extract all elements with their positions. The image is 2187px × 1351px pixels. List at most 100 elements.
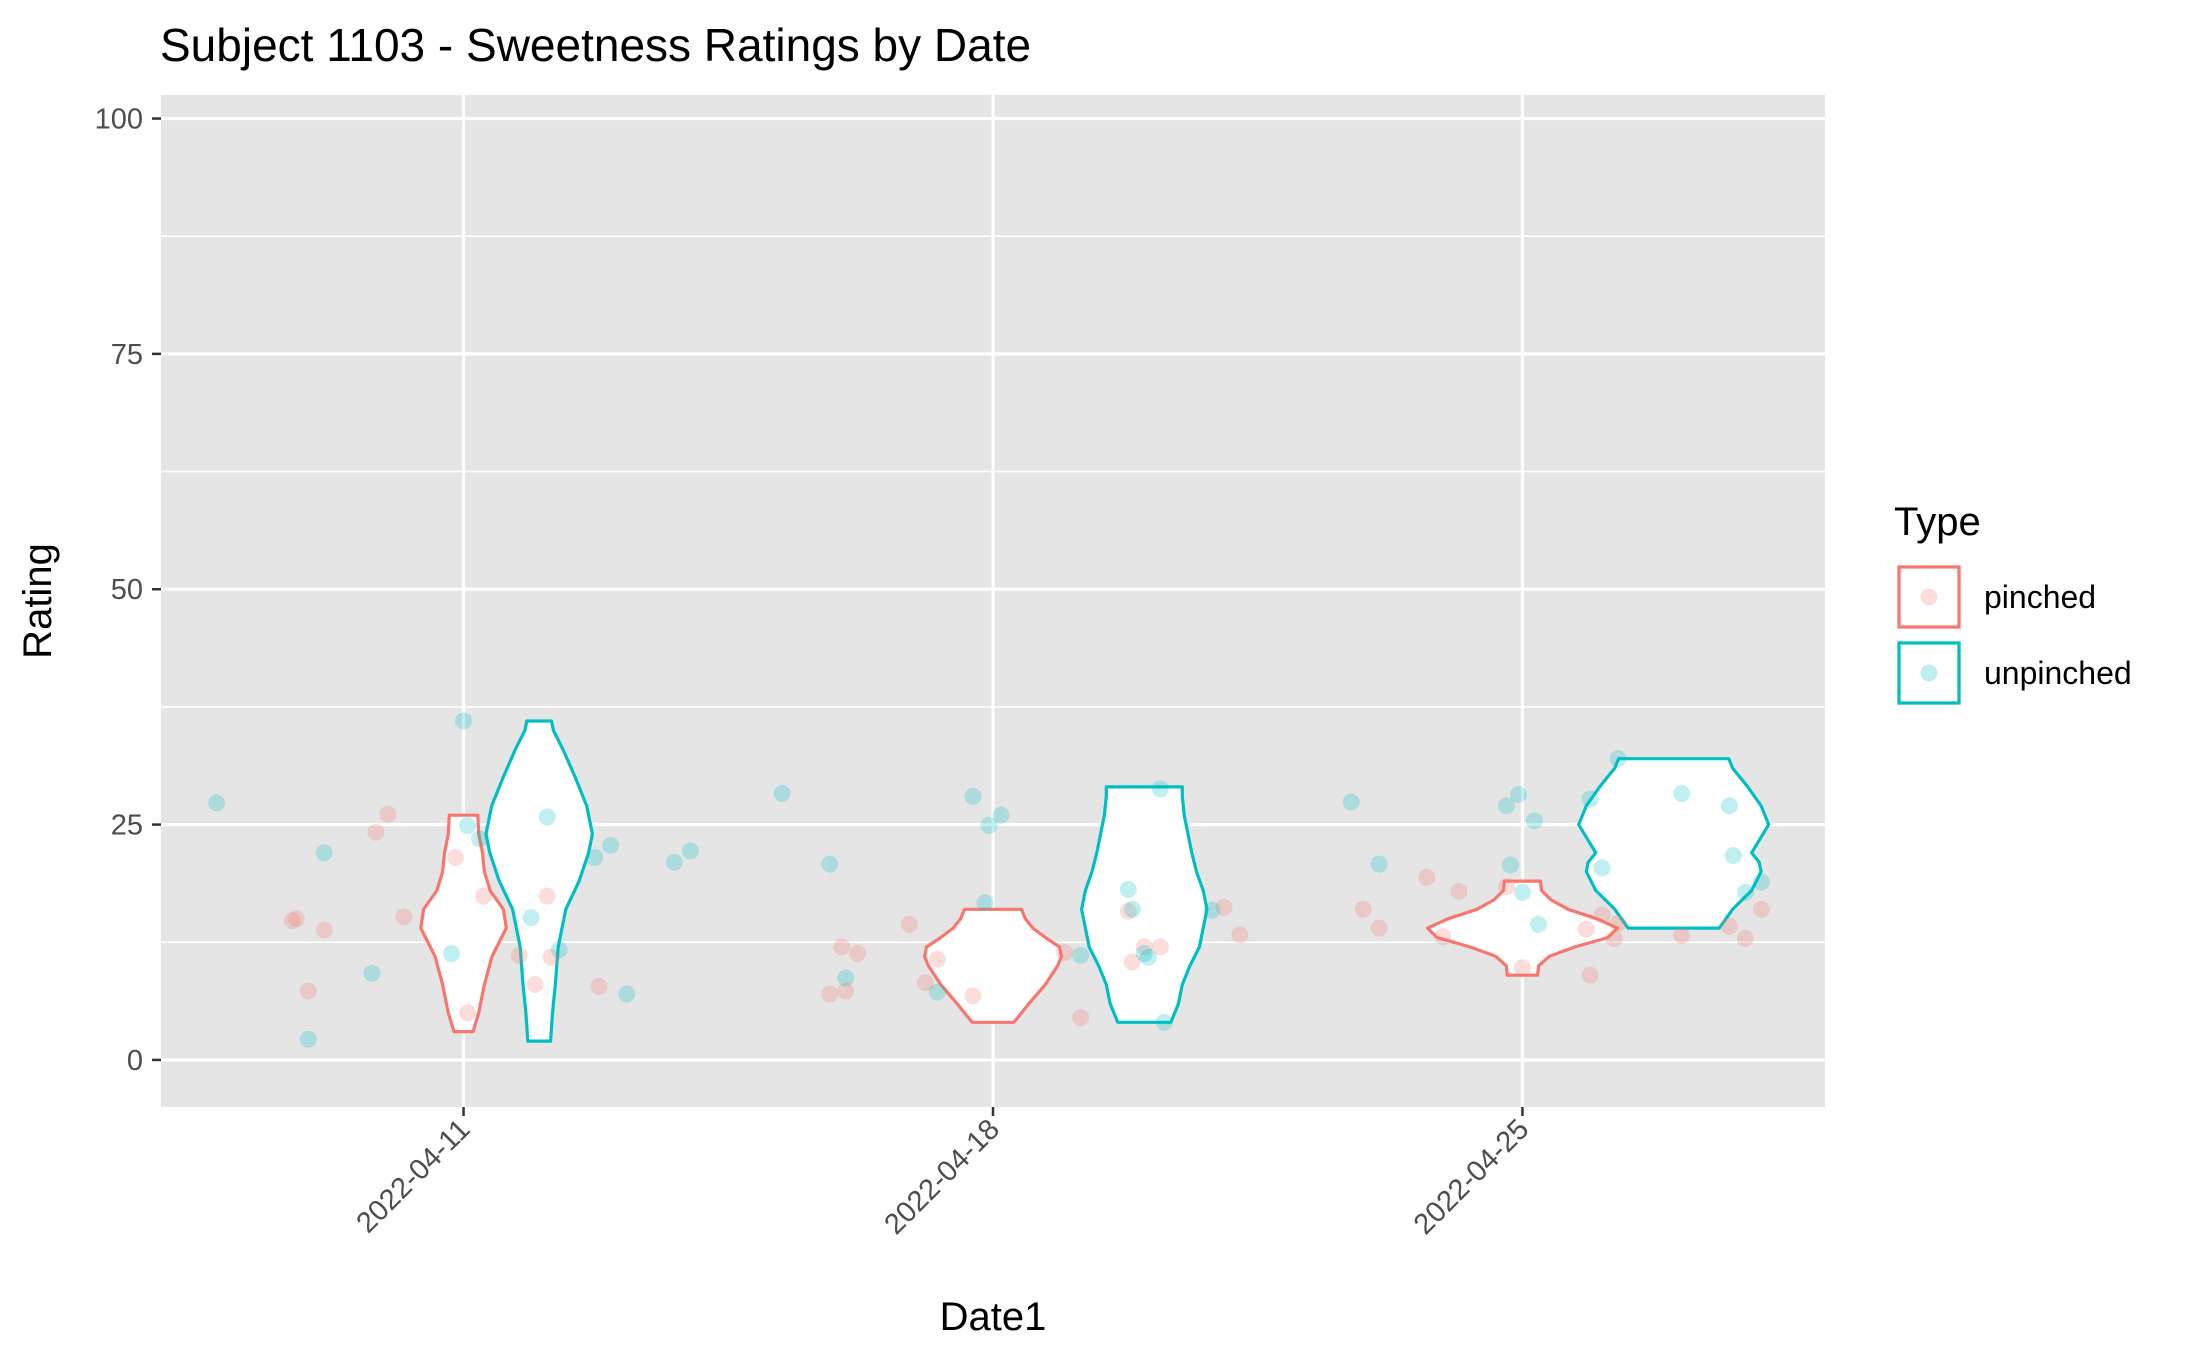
point-unpinched xyxy=(1155,1013,1173,1031)
point-pinched xyxy=(1450,882,1468,900)
point-unpinched xyxy=(363,964,381,982)
y-tick-label: 25 xyxy=(111,810,143,842)
point-unpinched xyxy=(1529,915,1547,933)
point-pinched xyxy=(1720,917,1738,935)
jitter-points xyxy=(208,712,1770,1048)
violin-unpinched xyxy=(1080,785,1209,1024)
point-pinched xyxy=(1231,926,1249,944)
point-unpinched xyxy=(1072,946,1090,964)
legend-label: pinched xyxy=(1984,579,2096,615)
legend-title: Type xyxy=(1894,500,1981,544)
violin-pinched xyxy=(419,813,508,1034)
point-unpinched xyxy=(459,817,477,835)
point-unpinched xyxy=(1370,855,1388,873)
point-pinched xyxy=(475,887,493,905)
point-pinched xyxy=(1497,878,1515,896)
point-unpinched xyxy=(471,830,489,848)
point-pinched xyxy=(1135,938,1153,956)
x-tick-label: 2022-04-25 xyxy=(1408,1113,1536,1241)
point-unpinched xyxy=(1497,797,1515,815)
point-unpinched xyxy=(681,842,699,860)
legend-entry-unpinched: unpinched xyxy=(1897,641,2132,705)
point-unpinched xyxy=(538,808,556,826)
point-pinched xyxy=(1513,959,1531,977)
point-unpinched xyxy=(928,983,946,1001)
point-pinched xyxy=(849,945,867,963)
point-unpinched xyxy=(992,806,1010,824)
point-pinched xyxy=(367,823,385,841)
point-unpinched xyxy=(1501,856,1519,874)
point-unpinched xyxy=(315,844,333,862)
point-pinched xyxy=(395,908,413,926)
point-pinched xyxy=(1215,898,1233,916)
point-pinched xyxy=(379,805,397,823)
point-unpinched xyxy=(1151,780,1169,798)
point-unpinched xyxy=(550,941,568,959)
point-pinched xyxy=(315,921,333,939)
point-pinched xyxy=(1736,929,1754,947)
chart-title: Subject 1103 - Sweetness Ratings by Date xyxy=(160,19,1031,71)
y-axis-title: Rating xyxy=(16,543,60,659)
y-tick-label: 0 xyxy=(127,1045,143,1077)
point-unpinched xyxy=(1123,900,1141,918)
point-unpinched xyxy=(1525,812,1543,830)
point-unpinched xyxy=(208,794,226,812)
point-unpinched xyxy=(455,712,473,730)
violin-unpinched xyxy=(1577,757,1771,930)
point-unpinched xyxy=(980,817,998,835)
violin-unpinched xyxy=(484,719,594,1043)
point-unpinched xyxy=(1139,948,1157,966)
point-pinched xyxy=(1354,900,1372,918)
point-pinched xyxy=(510,946,528,964)
y-tick-label: 75 xyxy=(111,339,143,371)
point-pinched xyxy=(538,887,556,905)
point-pinched xyxy=(1119,902,1137,920)
point-unpinched xyxy=(1593,859,1611,877)
point-unpinched xyxy=(586,849,604,867)
x-axis-title: Date1 xyxy=(940,1295,1047,1339)
point-pinched xyxy=(1609,914,1627,932)
point-unpinched xyxy=(1581,790,1599,808)
violin-pinched xyxy=(923,907,1063,1024)
legend-entry-pinched: pinched xyxy=(1897,565,2096,629)
point-unpinched xyxy=(821,855,839,873)
point-unpinched xyxy=(522,909,540,927)
point-unpinched xyxy=(1509,785,1527,803)
point-unpinched xyxy=(1609,750,1627,768)
legend-key-point xyxy=(1920,664,1938,682)
x-tick-label: 2022-04-11 xyxy=(350,1113,476,1239)
point-unpinched xyxy=(773,785,791,803)
point-pinched xyxy=(1123,953,1141,971)
point-pinched xyxy=(1151,938,1169,956)
point-unpinched xyxy=(837,969,855,987)
point-unpinched xyxy=(1203,901,1221,919)
point-pinched xyxy=(900,915,918,933)
point-unpinched xyxy=(602,836,620,854)
point-unpinched xyxy=(1513,883,1531,901)
point-unpinched xyxy=(1119,881,1137,899)
point-pinched xyxy=(590,978,608,996)
violin-pinched xyxy=(1425,879,1620,977)
point-pinched xyxy=(1752,900,1770,918)
point-pinched xyxy=(447,849,465,867)
y-tick-label: 100 xyxy=(95,104,143,136)
point-unpinched xyxy=(964,787,982,805)
point-unpinched xyxy=(1724,847,1742,865)
point-pinched xyxy=(459,1004,477,1022)
point-unpinched xyxy=(1736,883,1754,901)
point-pinched xyxy=(1593,906,1611,924)
point-pinched xyxy=(1072,1009,1090,1027)
point-pinched xyxy=(283,912,301,930)
point-pinched xyxy=(1056,944,1074,962)
legend-key-box xyxy=(1897,565,1961,629)
point-pinched xyxy=(821,985,839,1003)
point-pinched xyxy=(287,910,305,928)
point-pinched xyxy=(833,938,851,956)
point-unpinched xyxy=(618,985,636,1003)
x-tick-label: 2022-04-18 xyxy=(878,1113,1006,1241)
legend-key-box xyxy=(1897,641,1961,705)
point-unpinched xyxy=(665,853,683,871)
y-tick-label: 50 xyxy=(111,574,143,606)
point-unpinched xyxy=(1342,793,1360,811)
